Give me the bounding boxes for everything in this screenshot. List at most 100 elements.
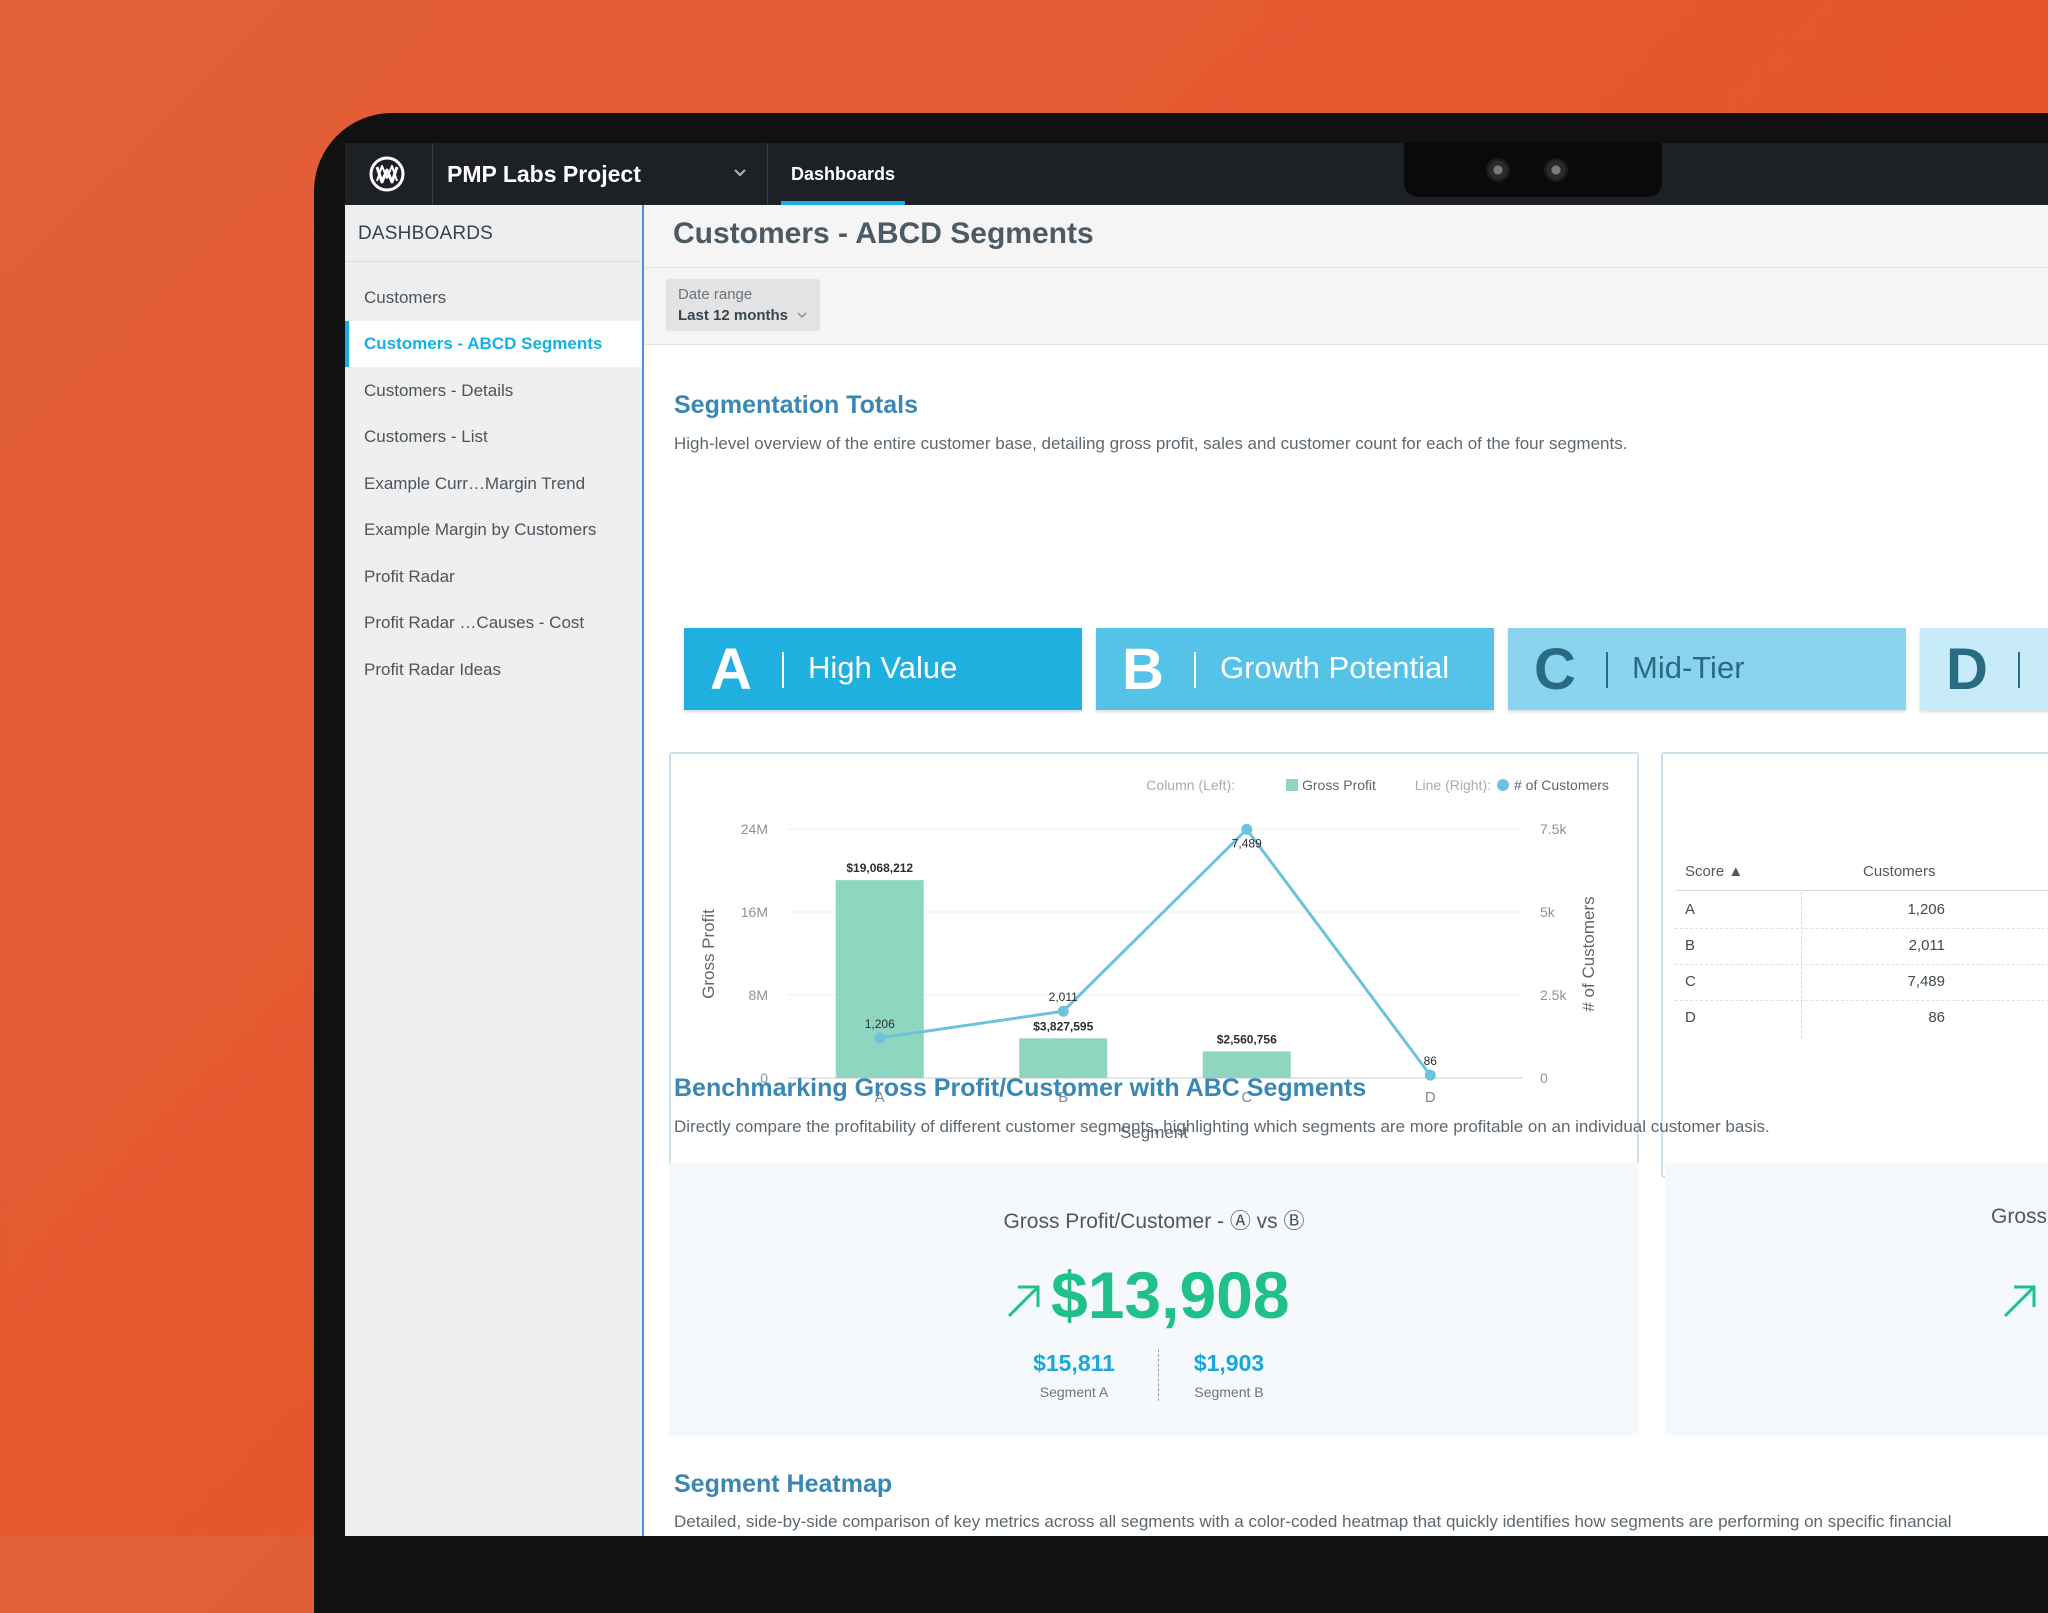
divider — [345, 261, 642, 262]
score-table-panel: Score ▲ Customers A 1,206 B 2,011 C 7,48… — [1661, 752, 2048, 1178]
segment-card-a[interactable]: A High Value — [684, 628, 1082, 710]
y-tick-label: 16M — [741, 904, 768, 920]
table-cell: D — [1685, 1009, 1696, 1026]
divider — [782, 652, 784, 688]
legend-swatch-customers — [1497, 779, 1509, 791]
segment-card-d[interactable]: D — [1920, 628, 2048, 710]
y-tick-label: 0 — [760, 1070, 768, 1086]
filter-bar: Date range Last 12 months — [644, 268, 2048, 345]
table-cell: 7,489 — [1907, 973, 1945, 990]
y2-axis-title: # of Customers — [1579, 896, 1598, 1011]
section-description: Detailed, side-by-side comparison of key… — [674, 1512, 1952, 1531]
section-description: High-level overview of the entire custom… — [674, 434, 1628, 453]
x-axis-title: Segment — [1120, 1123, 1188, 1142]
table-row[interactable]: A 1,206 — [1675, 892, 2048, 929]
sidebar-item-profit-radar-causes[interactable]: Profit Radar …Causes - Cost — [364, 613, 585, 632]
app-logo-icon[interactable] — [369, 156, 405, 192]
divider — [1675, 890, 2048, 891]
table-cell: 1,206 — [1907, 901, 1945, 918]
kpi-left-label: Segment A — [1039, 1384, 1109, 1400]
sidebar-item-profit-radar-ideas[interactable]: Profit Radar Ideas — [364, 660, 502, 679]
legend-label: # of Customers — [1514, 777, 1609, 793]
customers-line — [879, 827, 1432, 1077]
divider — [1606, 652, 1608, 688]
page-title: Customers - ABCD Segments — [673, 217, 1094, 250]
kpi-card[interactable]: Gross Profit/Customer - Ⓐ vs Ⓑ $13,908 $… — [669, 1163, 1639, 1436]
y2-tick-label: 7.5k — [1540, 821, 1567, 837]
chevron-down-icon[interactable] — [731, 163, 749, 181]
segment-letter: D — [1946, 637, 1988, 702]
line-point-d — [1424, 1069, 1436, 1081]
y-tick-label: 24M — [741, 821, 768, 837]
arrow-up-right-icon — [2003, 1285, 2036, 1318]
camera-icon — [1486, 158, 1510, 182]
bar-data-label: $19,068,212 — [846, 861, 913, 875]
divider — [1158, 1349, 1159, 1401]
sidebar-title: DASHBOARDS — [358, 223, 494, 244]
table-row[interactable]: D 86 — [1675, 1000, 2048, 1036]
table-cell: A — [1685, 901, 1696, 918]
top-bar: PMP Labs Project Dashboards — [345, 143, 2048, 205]
sidebar: DASHBOARDS Customers Customers - ABCD Se… — [345, 205, 642, 1536]
kpi-title: Gross — [1991, 1205, 2048, 1228]
kpi-value: $13,908 — [1051, 1258, 1290, 1332]
app-screen: PMP Labs Project Dashboards DASHBOARDS C… — [345, 143, 2048, 1536]
date-range-filter[interactable]: Date range Last 12 months — [666, 279, 820, 331]
bar-data-label: $3,827,595 — [1033, 1019, 1093, 1033]
y2-tick-label: 2.5k — [1540, 987, 1567, 1003]
segment-chart-panel: 0 8M 16M 24M 0 2.5k 5k 7.5k $19,068,212 $3,827,59… — [669, 752, 1639, 1178]
kpi-card[interactable]: Gross — [1665, 1163, 2048, 1436]
table-row[interactable]: C 7,489 — [1675, 964, 2048, 1001]
segment-card-c[interactable]: C Mid-Tier — [1508, 628, 1906, 710]
project-selector[interactable]: PMP Labs Project — [447, 161, 641, 187]
kpi-right-value: $1,903 — [1193, 1350, 1265, 1376]
kpi-right-label: Segment B — [1194, 1384, 1264, 1400]
table-header-customers[interactable]: Customers — [1863, 863, 1936, 880]
sidebar-item-profit-radar[interactable]: Profit Radar — [364, 567, 455, 586]
arrow-up-right-icon — [1007, 1285, 1040, 1318]
tab-dashboards[interactable]: Dashboards — [781, 143, 905, 205]
topbar-divider — [767, 143, 768, 205]
bar-c — [1202, 1051, 1291, 1078]
y-axis-title: Gross Profit — [699, 909, 718, 999]
x-tick-label: C — [1241, 1089, 1252, 1106]
y2-tick-label: 0 — [1540, 1070, 1548, 1086]
line-data-label: 7,489 — [1232, 836, 1262, 850]
legend-prefix: Line (Right): — [1415, 777, 1491, 793]
legend-swatch-gross-profit — [1286, 779, 1298, 791]
chevron-down-icon — [797, 312, 807, 319]
sidebar-item-customers-details[interactable]: Customers - Details — [364, 381, 514, 400]
bar-data-label: $2,560,756 — [1217, 1032, 1277, 1046]
table-header-score[interactable]: Score ▲ — [1685, 863, 1744, 880]
x-tick-label: B — [1058, 1089, 1068, 1106]
date-range-value: Last 12 months — [678, 307, 789, 324]
sidebar-item-margin-trend[interactable]: Example Curr…Margin Trend — [364, 474, 586, 493]
bar-b — [1019, 1038, 1108, 1078]
segment-card-b[interactable]: B Growth Potential — [1096, 628, 1494, 710]
table-cell: 86 — [1928, 1009, 1945, 1026]
segment-name: Mid-Tier — [1632, 650, 1745, 685]
kpi-left-value: $15,811 — [1033, 1350, 1115, 1376]
camera-notch — [1404, 143, 1662, 197]
sidebar-item-customers-list[interactable]: Customers - List — [364, 427, 488, 446]
table-row[interactable]: B 2,011 — [1675, 928, 2048, 965]
section-title: Segment Heatmap — [674, 1470, 893, 1498]
divider — [1194, 652, 1196, 688]
legend-label: Gross Profit — [1302, 777, 1376, 793]
page-header: Customers - ABCD Segments — [644, 205, 2048, 268]
segment-letter: C — [1534, 637, 1576, 702]
section-title: Benchmarking Gross Profit/Customer with … — [674, 1074, 1367, 1102]
sidebar-item-abcd-segments[interactable]: Customers - ABCD Segments — [345, 321, 642, 367]
section-description: Directly compare the profitability of di… — [674, 1117, 1770, 1136]
section-title: Segmentation Totals — [674, 391, 919, 419]
legend-prefix: Column (Left): — [1146, 777, 1235, 793]
line-point-c — [1241, 823, 1253, 835]
bar-a — [835, 880, 924, 1078]
table-cell: 2,011 — [1908, 937, 1945, 954]
camera-icon — [1544, 158, 1568, 182]
sidebar-item-customers[interactable]: Customers — [364, 288, 447, 307]
y2-tick-label: 5k — [1540, 904, 1556, 920]
segment-letter: A — [710, 637, 752, 702]
divider — [2018, 652, 2020, 688]
sidebar-item-margin-by-customers[interactable]: Example Margin by Customers — [364, 520, 597, 539]
